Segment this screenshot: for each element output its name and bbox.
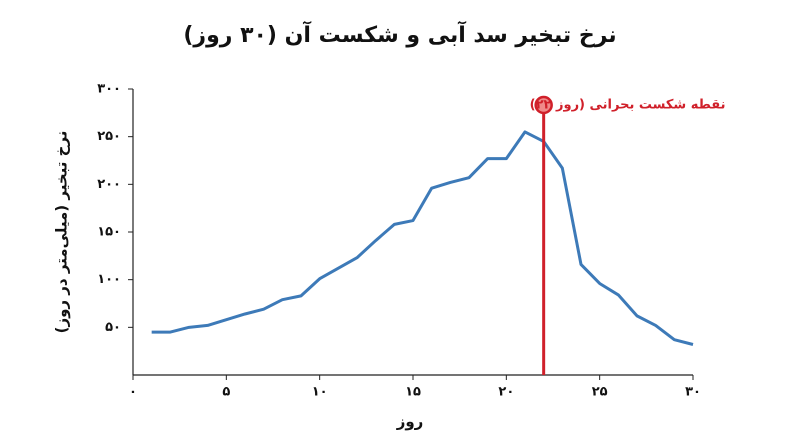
x-tick-label: ۵	[222, 385, 230, 400]
critical-label: نقطه شکست بحرانی (روز ۲۲)	[530, 98, 726, 113]
y-tick-label: ۲۵۰	[97, 129, 121, 144]
x-tick-label: ۲۵	[592, 385, 608, 400]
y-axis-title: نرخ تبخیر (میلی‌متر در روز)	[53, 131, 71, 334]
x-tick-label: ۳۰	[685, 385, 701, 400]
x-tick-label: ۰	[129, 385, 137, 400]
y-tick-label: ۱۵۰	[97, 225, 121, 240]
y-tick-label: ۱۰۰	[97, 272, 121, 287]
y-tick-label: ۵۰	[105, 320, 121, 335]
chart-title: نرخ تبخیر سد آبی و شکست آن (۳۰ روز)	[183, 20, 616, 48]
critical-marker	[534, 95, 553, 115]
x-tick-label: ۱۰	[312, 385, 328, 400]
data-line	[151, 130, 694, 346]
y-tick-label: ۲۰۰	[97, 177, 121, 192]
x-tick-label: ۱۵	[405, 385, 421, 400]
x-axis-title: روز	[396, 413, 424, 431]
x-tick-label: ۲۰	[498, 385, 514, 400]
y-tick-label: ۳۰۰	[97, 82, 121, 97]
